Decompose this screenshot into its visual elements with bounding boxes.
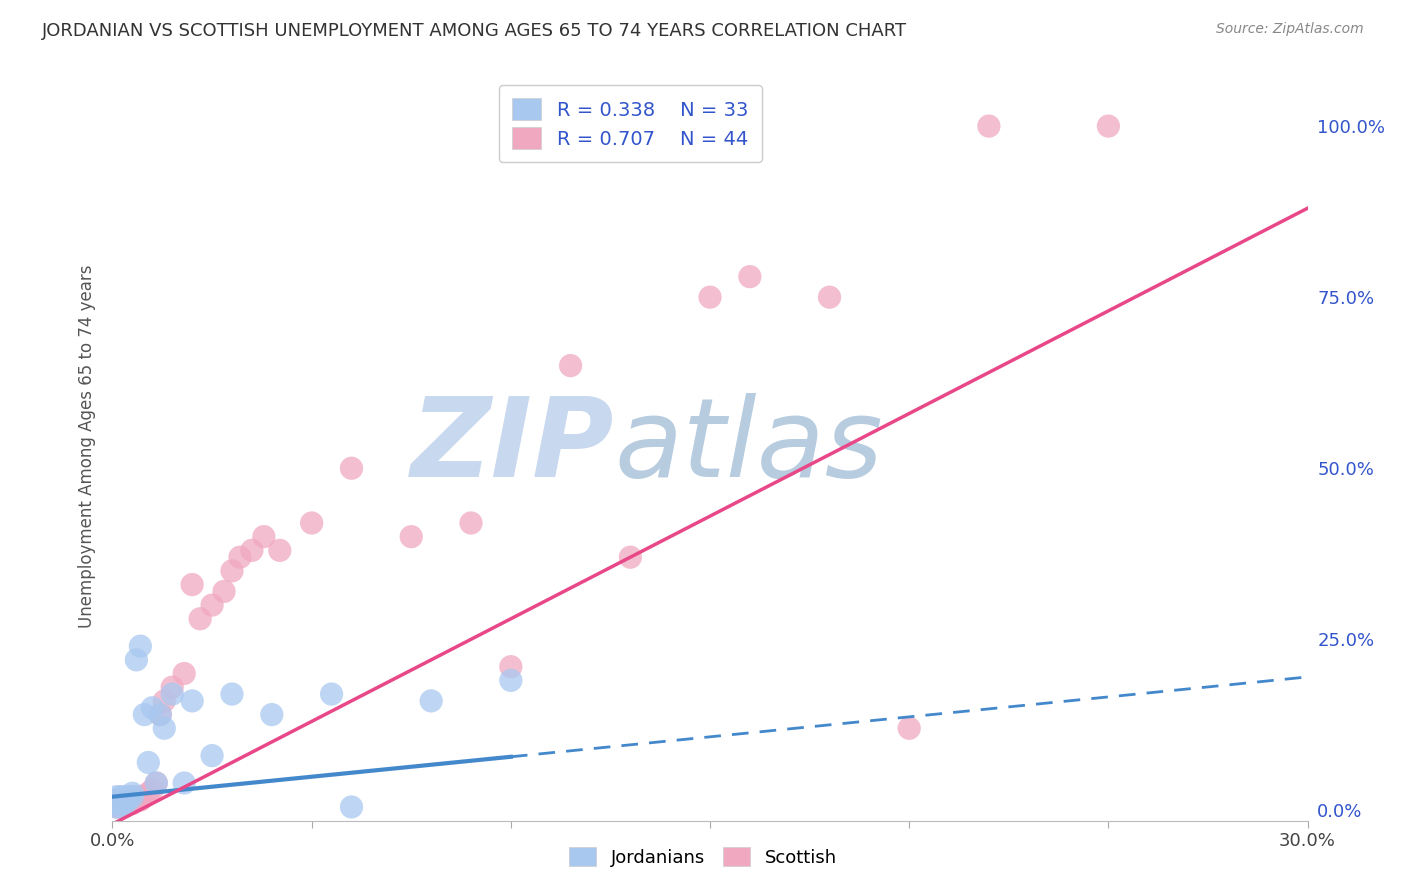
Point xyxy=(212,584,235,599)
Y-axis label: Unemployment Among Ages 65 to 74 years: Unemployment Among Ages 65 to 74 years xyxy=(77,264,96,628)
Point xyxy=(560,359,582,373)
Point xyxy=(129,793,152,807)
Point xyxy=(141,700,163,714)
Point xyxy=(221,687,243,701)
Point xyxy=(898,721,921,735)
Point xyxy=(114,793,135,807)
Point xyxy=(173,776,195,790)
Point xyxy=(162,687,183,701)
Point xyxy=(129,639,152,653)
Point xyxy=(499,673,522,688)
Point xyxy=(114,793,135,807)
Point xyxy=(134,707,156,722)
Point xyxy=(818,290,841,304)
Point xyxy=(699,290,721,304)
Point xyxy=(114,797,135,811)
Point xyxy=(181,577,204,591)
Point xyxy=(138,786,160,800)
Point xyxy=(105,800,128,814)
Point xyxy=(105,797,128,811)
Point xyxy=(121,789,143,804)
Point xyxy=(201,748,224,763)
Point xyxy=(253,530,276,544)
Point xyxy=(173,666,195,681)
Point xyxy=(269,543,291,558)
Point xyxy=(260,707,283,722)
Point xyxy=(141,782,163,797)
Point xyxy=(301,516,323,530)
Point xyxy=(321,687,343,701)
Point xyxy=(460,516,482,530)
Point xyxy=(105,793,128,807)
Point xyxy=(340,800,363,814)
Point xyxy=(121,797,143,811)
Point xyxy=(229,550,252,565)
Point xyxy=(153,694,176,708)
Point xyxy=(138,756,160,770)
Point xyxy=(619,550,641,565)
Point xyxy=(121,786,143,800)
Point xyxy=(105,800,128,814)
Point xyxy=(105,789,128,804)
Point xyxy=(240,543,263,558)
Point xyxy=(201,598,224,612)
Point xyxy=(134,789,156,804)
Point xyxy=(105,793,128,807)
Point xyxy=(420,694,443,708)
Point xyxy=(145,776,167,790)
Point xyxy=(181,694,204,708)
Point xyxy=(114,789,135,804)
Point xyxy=(145,776,167,790)
Text: ZIP: ZIP xyxy=(411,392,614,500)
Point xyxy=(110,793,132,807)
Point xyxy=(110,793,132,807)
Point xyxy=(110,800,132,814)
Legend: Jordanians, Scottish: Jordanians, Scottish xyxy=(562,840,844,874)
Point xyxy=(117,797,139,811)
Point xyxy=(125,789,148,804)
Point xyxy=(221,564,243,578)
Point xyxy=(499,659,522,673)
Text: JORDANIAN VS SCOTTISH UNEMPLOYMENT AMONG AGES 65 TO 74 YEARS CORRELATION CHART: JORDANIAN VS SCOTTISH UNEMPLOYMENT AMONG… xyxy=(42,22,907,40)
Point xyxy=(340,461,363,475)
Point xyxy=(110,797,132,811)
Point xyxy=(110,789,132,804)
Point xyxy=(121,793,143,807)
Point xyxy=(125,653,148,667)
Point xyxy=(977,119,1000,133)
Point xyxy=(114,797,135,811)
Point xyxy=(162,680,183,694)
Point xyxy=(105,797,128,811)
Point xyxy=(738,269,761,284)
Point xyxy=(110,800,132,814)
Point xyxy=(110,797,132,811)
Point xyxy=(117,793,139,807)
Point xyxy=(188,612,211,626)
Point xyxy=(149,707,172,722)
Point xyxy=(117,793,139,807)
Point xyxy=(1097,119,1119,133)
Point xyxy=(401,530,423,544)
Text: atlas: atlas xyxy=(614,392,883,500)
Point xyxy=(149,707,172,722)
Legend: R = 0.338    N = 33, R = 0.707    N = 44: R = 0.338 N = 33, R = 0.707 N = 44 xyxy=(499,85,762,162)
Point xyxy=(153,721,176,735)
Point xyxy=(117,789,139,804)
Text: Source: ZipAtlas.com: Source: ZipAtlas.com xyxy=(1216,22,1364,37)
